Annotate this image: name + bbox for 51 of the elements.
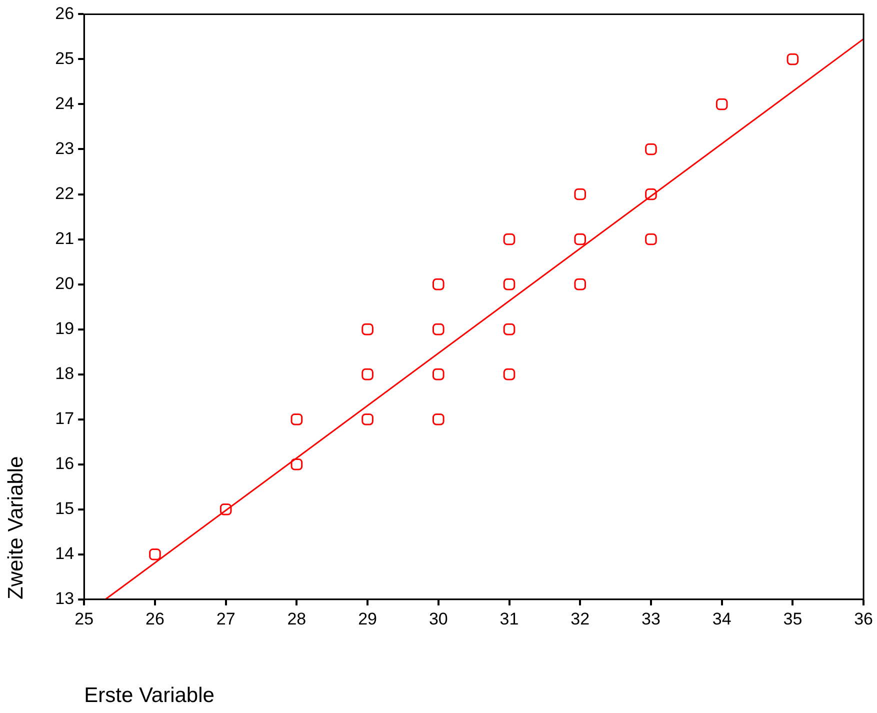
point — [362, 323, 374, 336]
point — [574, 278, 586, 290]
y-tick-label: 13 — [55, 589, 74, 608]
x-tick-label: 28 — [287, 609, 306, 628]
point — [574, 233, 586, 246]
y-tick-label: 14 — [55, 544, 74, 564]
point — [432, 368, 444, 380]
point — [503, 368, 516, 380]
y-tick-label: 23 — [55, 138, 74, 158]
y-tick-label: 15 — [55, 499, 74, 518]
point — [220, 503, 232, 516]
y-tick-label: 18 — [55, 364, 74, 384]
point — [432, 278, 444, 290]
point — [362, 413, 374, 426]
x-tick-label: 34 — [712, 609, 732, 628]
x-tick-label: 32 — [570, 609, 590, 628]
y-tick-label: 24 — [55, 94, 74, 113]
point — [645, 143, 657, 156]
x-tick-label: 25 — [74, 609, 94, 628]
x-axis-title: Erste Variable — [84, 684, 214, 708]
y-tick-label: 20 — [55, 274, 74, 293]
y-tick-label: 22 — [55, 184, 74, 203]
y-tick-label: 16 — [55, 454, 74, 474]
point — [362, 368, 374, 380]
x-tick-label: 26 — [146, 609, 164, 628]
x-tick-label: 35 — [783, 609, 802, 628]
y-tick-label: 21 — [55, 228, 74, 248]
x-tick-label: 29 — [358, 609, 377, 628]
point — [786, 53, 799, 66]
x-tick-label: 30 — [428, 609, 448, 628]
point — [716, 98, 728, 110]
y-tick-label: 19 — [55, 318, 74, 338]
x-tick-label: 27 — [216, 609, 236, 628]
y-axis-title: Zweite Variable — [4, 456, 28, 600]
point — [432, 413, 444, 426]
point — [503, 323, 516, 336]
y-tick-label: 26 — [55, 4, 74, 23]
point — [574, 188, 586, 200]
x-tick-label: 31 — [500, 609, 519, 628]
x-tick-label: 36 — [854, 609, 874, 628]
point — [149, 548, 161, 560]
point — [645, 233, 657, 246]
y-tick-label: 17 — [55, 409, 74, 428]
x-tick-label: 33 — [642, 609, 660, 628]
point — [503, 278, 516, 290]
point — [645, 188, 657, 200]
point — [503, 233, 516, 246]
point — [290, 413, 303, 426]
point — [432, 323, 444, 336]
y-tick-label: 25 — [55, 48, 74, 68]
point — [290, 458, 303, 470]
